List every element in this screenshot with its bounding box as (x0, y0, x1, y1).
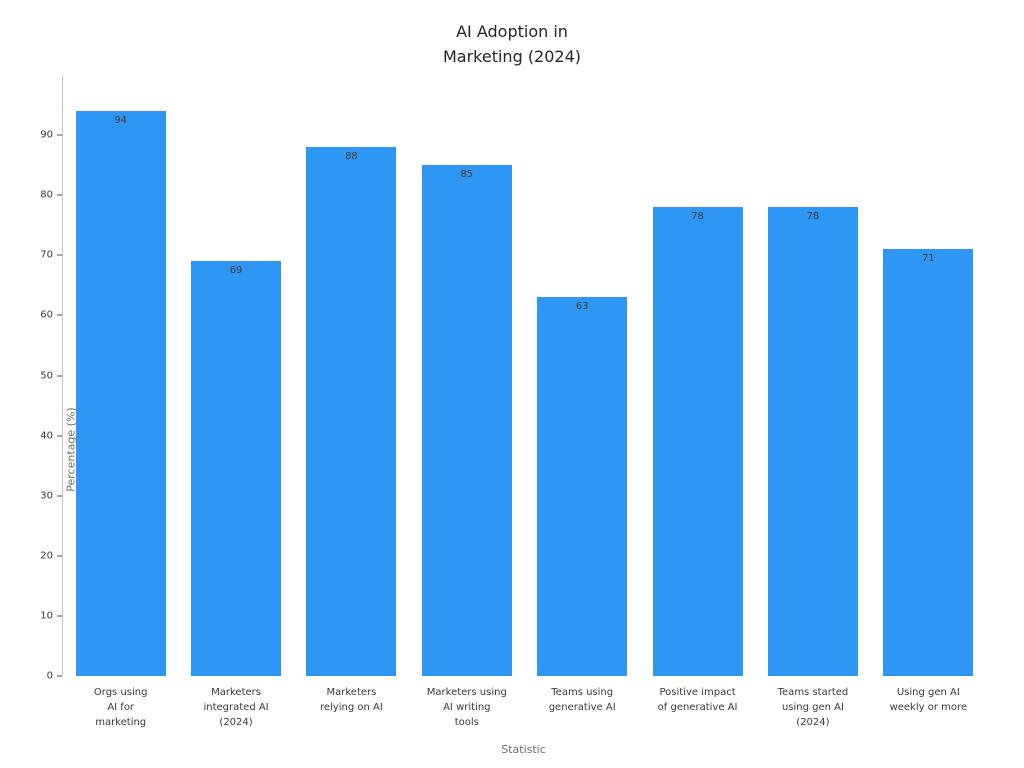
chart-title: AI Adoption in Marketing (2024) (442, 22, 582, 66)
y-tick-mark (57, 375, 62, 376)
bar-value-label: 63 (575, 301, 589, 313)
x-tick-label: Orgs using AI for marketing (93, 687, 148, 728)
bar-slot: 71 Using gen AI weekly or more (871, 75, 986, 713)
y-tick-label: 90 (40, 129, 53, 141)
y-tick-mark (57, 435, 62, 437)
bar-slot: 94 Orgs using AI for marketing (63, 75, 178, 728)
bar-value-label: 94 (114, 115, 128, 127)
y-tick: 20 (40, 550, 62, 561)
bar: 88 (306, 147, 397, 676)
bars-container: 94 Orgs using AI for marketing 69 Marketers… (63, 75, 986, 728)
y-axis-ticks: 0 10 20 30 40 50 60 70 80 90 (5, 75, 63, 682)
y-tick-label: 10 (40, 610, 53, 622)
bar-value-label: 88 (345, 151, 358, 163)
y-tick-label: 30 (40, 490, 53, 502)
y-tick: 30 (40, 490, 62, 501)
y-tick-mark (57, 134, 62, 136)
y-tick: 80 (40, 190, 62, 201)
y-tick: 50 (40, 370, 62, 381)
bar-slot: 63 Teams using generative AI (525, 75, 640, 713)
bar: 94 (75, 111, 166, 676)
y-tick-mark (57, 675, 62, 677)
bar-slot: 78 Teams started using gen AI (2024) (755, 75, 870, 728)
bar-value-label: 78 (691, 211, 704, 223)
y-tick: 10 (40, 610, 62, 621)
y-tick-mark (57, 555, 62, 557)
y-tick-mark (57, 254, 62, 256)
x-tick-label: Teams using generative AI (548, 687, 616, 713)
y-tick: 90 (40, 130, 62, 141)
y-tick-mark (57, 194, 62, 196)
x-tick-label: Positive impact of generative AI (657, 687, 738, 713)
bar-value-label: 71 (921, 253, 935, 265)
y-axis-label: Percentage (%) (64, 407, 78, 492)
y-tick-label: 50 (40, 370, 53, 381)
bar-slot: 88 Marketers relying on AI (294, 75, 409, 713)
bar-value-label: 85 (460, 169, 474, 181)
y-tick: 70 (40, 250, 62, 261)
y-tick-label: 20 (40, 550, 53, 562)
bar-slot: 78 Positive impact of generative AI (640, 75, 755, 713)
x-axis-label: Statistic (501, 743, 546, 756)
bar-value-label: 78 (806, 211, 820, 223)
bar: 78 (652, 207, 743, 676)
y-tick-label: 80 (40, 189, 53, 201)
y-tick-label: 70 (40, 249, 53, 261)
bar-slot: 85 Marketers using AI writing tools (409, 75, 524, 728)
x-tick-label: Marketers integrated AI (2024) (203, 687, 269, 728)
x-tick-label: Teams started using gen AI (2024) (777, 687, 849, 728)
y-tick-mark (57, 615, 62, 617)
y-tick-label: 0 (46, 670, 53, 682)
bar: 63 (537, 297, 628, 676)
bar: 85 (421, 165, 512, 676)
y-tick-label: 60 (40, 309, 53, 321)
y-tick-mark (57, 314, 62, 316)
y-tick-mark (57, 495, 62, 497)
x-tick-label: Using gen AI weekly or more (889, 687, 968, 713)
bar-slot: 69 Marketers integrated AI (2024) (178, 75, 293, 728)
y-tick: 0 (47, 671, 62, 682)
x-tick-label: Marketers relying on AI (320, 687, 383, 713)
bar-value-label: 69 (229, 265, 243, 277)
y-tick: 40 (40, 430, 62, 441)
y-tick: 60 (40, 310, 62, 321)
bar: 71 (883, 249, 974, 676)
y-tick-label: 40 (40, 430, 53, 442)
bar: 69 (191, 261, 282, 676)
plot-area: 0 10 20 30 40 50 60 70 80 90 94 Orgs using AI for … (40, 75, 986, 728)
bar: 78 (767, 207, 858, 676)
x-tick-label: Marketers using AI writing tools (426, 687, 507, 728)
